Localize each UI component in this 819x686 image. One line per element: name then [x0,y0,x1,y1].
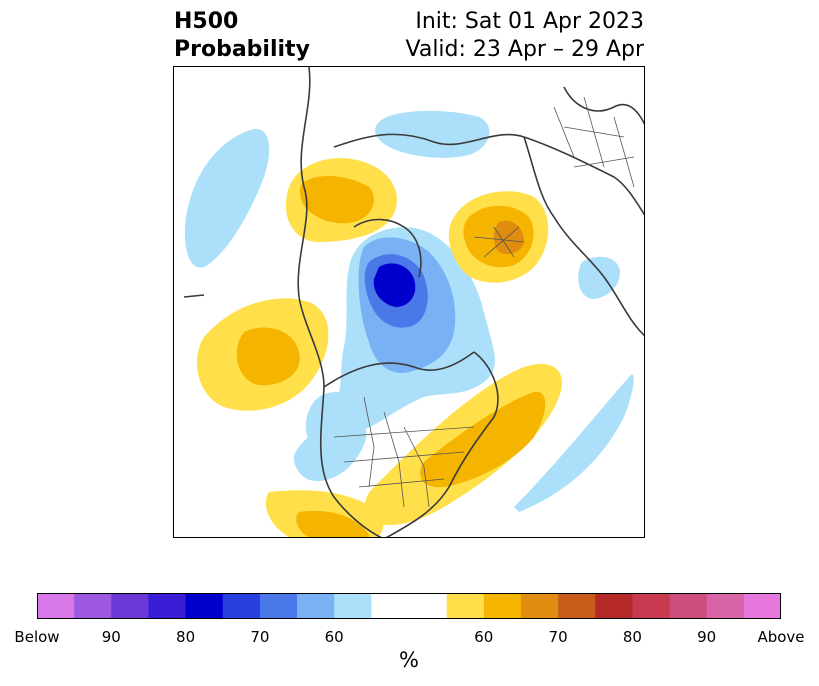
map-dates: Init: Sat 01 Apr 2023 Valid: 23 Apr – 29… [406,8,645,64]
map-svg [183,67,644,537]
colorbar-cell [706,593,745,619]
political-borders [333,96,635,508]
colorbar-cell [111,593,149,619]
colorbar-cell [632,593,671,619]
colorbar-cell [37,593,75,619]
colorbar-cell [520,593,559,619]
colorbar-cell [595,593,633,619]
colorbar-tick-label: 90 [697,628,717,646]
below-arctic-canada [305,227,495,448]
title-line-2: Probability [174,37,310,62]
colorbar-tick-label: Below [14,628,60,646]
colorbar-tick-label: Above [757,628,805,646]
init-date: Init: Sat 01 Apr 2023 [415,9,644,34]
below-russia [375,110,490,158]
below-western-us [293,420,367,482]
colorbar-tick-label: 90 [101,628,121,646]
below-alaska-west [184,128,270,268]
colorbar-cell [483,593,522,619]
colorbar-tick-label: 60 [324,628,344,646]
above-north-pacific [196,298,329,411]
valid-date: Valid: 23 Apr – 29 Apr [405,37,645,62]
colorbar-tick-label: 70 [548,628,568,646]
colorbar-cell [74,593,112,619]
colorbar-tick-label: 70 [250,628,270,646]
colorbar-cell [185,593,224,619]
colorbar-cell [222,593,261,619]
colorbar-cell [446,593,485,619]
colorbar-tick-label: 80 [622,628,642,646]
colorbar-cell [558,593,596,619]
colorbar-cell [743,593,781,619]
map-title: H500 Probability [174,8,310,64]
colorbar-cell [259,593,298,619]
colorbar-cell [148,593,187,619]
colorbar-cell [371,593,448,619]
colorbar-tick-label: 80 [176,628,196,646]
colorbar-cell [297,593,335,619]
colorbar-tick-label: 60 [474,628,494,646]
title-line-1: H500 [174,9,239,34]
colorbar-cell [334,593,372,619]
polar-map [173,66,645,538]
colorbar-cell [669,593,708,619]
above-mexico [265,490,384,537]
above-siberia [285,158,397,242]
above-eastern-us [364,363,563,526]
above-scandinavia [448,191,549,283]
coastlines [183,67,644,537]
colorbar [37,593,781,619]
below-east-atlantic [514,256,634,512]
colorbar-unit: % [399,648,419,672]
